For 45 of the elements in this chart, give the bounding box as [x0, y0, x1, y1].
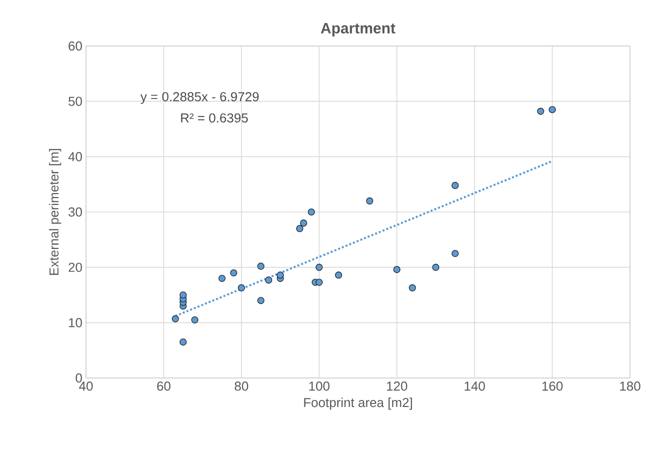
y-tick-label: 10	[68, 318, 82, 328]
point	[230, 269, 238, 276]
point	[316, 278, 323, 286]
point	[432, 264, 440, 271]
point	[172, 315, 179, 322]
point	[452, 250, 459, 258]
annotation: y = 0.2885x - 6.9729	[140, 92, 259, 104]
point	[265, 276, 272, 284]
x-tick-label: 40	[79, 382, 93, 391]
x-tick-label: 60	[157, 382, 170, 391]
point	[537, 108, 544, 115]
x-tick-label: 100	[309, 382, 330, 391]
y-tick-label: 30	[68, 207, 82, 217]
point	[180, 291, 187, 299]
point	[408, 284, 416, 292]
y-axis-title: External perimeter [m]	[49, 149, 62, 275]
chart-title: Apartment	[320, 23, 396, 36]
x-tick-label: 120	[387, 382, 408, 391]
point	[300, 220, 308, 227]
y-tick-label: 0	[76, 373, 82, 383]
x-axis-title: Footprint area [m2]	[304, 398, 412, 410]
point	[257, 262, 264, 270]
point	[393, 266, 400, 274]
y-tick-label: 40	[68, 152, 82, 162]
point	[238, 284, 245, 292]
annotation: R² = 0.6395	[181, 113, 248, 123]
point	[366, 197, 374, 204]
point	[276, 272, 284, 279]
point	[257, 296, 264, 304]
point	[308, 208, 315, 216]
x-tick-label: 160	[542, 382, 563, 391]
point	[335, 272, 342, 279]
x-tick-label: 180	[620, 382, 640, 391]
point	[218, 274, 226, 282]
x-tick-label: 80	[234, 382, 248, 391]
point	[316, 264, 323, 271]
point	[296, 225, 304, 232]
y-tick-label: 60	[68, 41, 82, 51]
y-tick-label: 50	[68, 96, 82, 106]
point	[191, 316, 198, 324]
point	[548, 106, 556, 114]
y-tick-label: 20	[68, 262, 82, 272]
point	[180, 338, 187, 346]
x-tick-label: 140	[464, 382, 485, 391]
point	[452, 182, 459, 189]
